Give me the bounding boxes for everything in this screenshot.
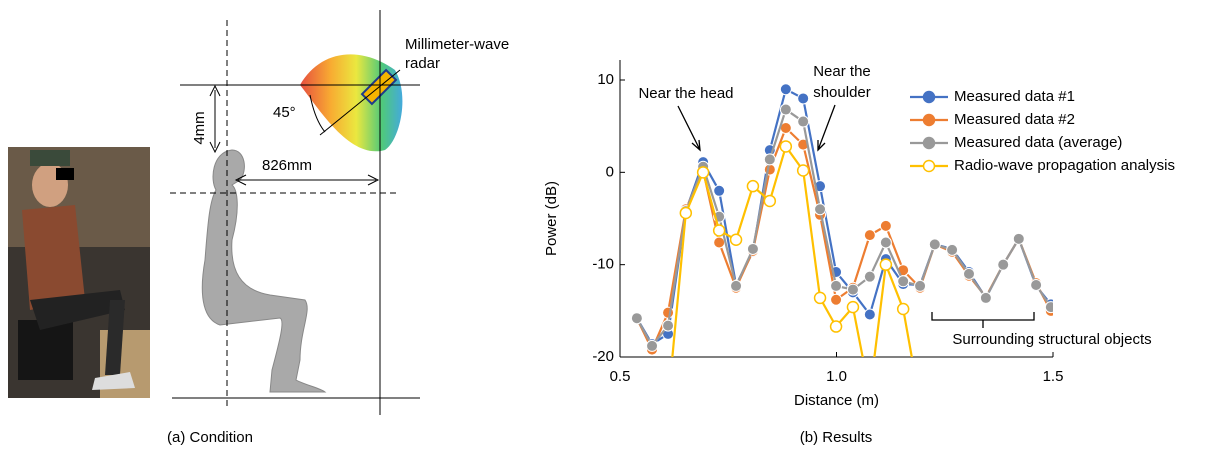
y-tick-label: -10 [592, 256, 614, 273]
condition-diagram: Millimeter-wave radar 45° 4mm 826mm [170, 10, 509, 415]
legend-label: Measured data (average) [954, 134, 1122, 151]
chart: 10 0 -10 -20 0.5 1.0 1.5 Distance (m) Power (dB)… [543, 60, 1175, 409]
data-point [730, 279, 743, 292]
data-point [928, 238, 941, 251]
legend-marker [922, 136, 936, 150]
data-point [1044, 301, 1053, 314]
annotation: Near the [813, 63, 871, 80]
annotation-arrow [817, 104, 836, 152]
data-point [797, 92, 810, 105]
data-point [896, 302, 910, 316]
height-label: 4mm [191, 111, 208, 144]
legend-marker [922, 113, 936, 127]
series-line [671, 144, 913, 357]
y-tick-label: 10 [597, 71, 614, 88]
annotation-arrow [677, 105, 701, 152]
data-point [979, 291, 992, 304]
data-point [679, 206, 693, 220]
data-point [746, 242, 759, 255]
x-tick-label: 1.0 [826, 368, 847, 385]
annotation: shoulder [813, 84, 871, 101]
data-point [797, 115, 810, 128]
data-point [830, 293, 843, 306]
photo [8, 147, 150, 398]
data-point [779, 83, 792, 96]
data-point [946, 243, 959, 256]
data-point [746, 179, 760, 193]
y-tick-label: 0 [606, 163, 614, 180]
data-point [863, 270, 876, 283]
data-point [713, 184, 726, 197]
data-point [696, 166, 710, 179]
data-point [1030, 278, 1043, 291]
data-point [763, 163, 776, 176]
data-point [630, 312, 643, 325]
radar-label: radar [405, 55, 440, 72]
data-point [712, 224, 726, 237]
data-point [663, 398, 674, 409]
plot-area [630, 83, 1053, 409]
data-point [846, 300, 860, 314]
y-tick-label: -20 [592, 348, 614, 365]
data-point [813, 291, 827, 305]
data-point [914, 279, 927, 292]
data-point [779, 103, 792, 116]
data-point [863, 308, 876, 321]
x-tick-label: 0.5 [610, 368, 631, 385]
data-point [796, 164, 810, 177]
radar-label: Millimeter-wave [405, 36, 509, 53]
legend-marker [922, 159, 936, 173]
data-point [863, 229, 876, 242]
data-point [646, 339, 659, 352]
data-point [779, 140, 793, 153]
data-point [879, 236, 892, 249]
x-tick-label: 1.5 [1043, 368, 1064, 385]
data-point [662, 306, 675, 319]
data-point [879, 258, 893, 271]
annotation: Surrounding structural objects [952, 331, 1151, 348]
data-point [915, 398, 926, 409]
angle-label: 45° [273, 104, 296, 121]
x-axis-label: Distance (m) [794, 392, 879, 409]
annotation: Near the head [638, 85, 733, 102]
legend-label: Measured data #2 [954, 111, 1075, 128]
data-point [763, 194, 777, 208]
data-point [846, 283, 859, 296]
y-axis-label: Power (dB) [543, 181, 560, 256]
caption: (a) Condition [167, 429, 253, 446]
distance-label: 826mm [262, 157, 312, 174]
data-point [879, 219, 892, 232]
data-point [814, 203, 827, 216]
legend-label: Radio-wave propagation analysis [954, 157, 1175, 174]
data-point [662, 319, 675, 332]
data-point [763, 153, 776, 166]
data-point [713, 236, 726, 249]
data-point [1012, 232, 1025, 245]
data-point [829, 320, 843, 333]
caption: (b) Results [800, 429, 873, 446]
annotation-bracket [931, 312, 1035, 328]
data-point [729, 233, 743, 246]
legend-label: Measured data #1 [954, 88, 1075, 105]
data-point [997, 258, 1010, 271]
data-point [897, 275, 910, 288]
data-point [962, 267, 975, 280]
legend-marker [922, 90, 936, 104]
data-point [830, 279, 843, 292]
